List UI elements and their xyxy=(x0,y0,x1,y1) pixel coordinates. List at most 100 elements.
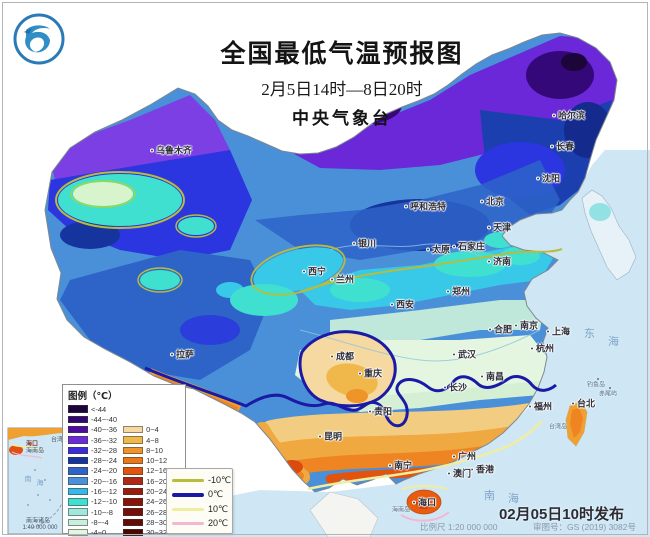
legend-swatch xyxy=(123,436,144,444)
legend-swatch xyxy=(123,456,144,465)
legend-swatch xyxy=(123,446,144,455)
legend-swatch xyxy=(123,508,144,516)
isoline-layer xyxy=(55,171,563,522)
isoline-legend-row: 10℃ xyxy=(172,502,229,517)
legend-range-label: 4~8 xyxy=(146,435,159,445)
isoline-legend-row: -10℃ xyxy=(172,473,231,488)
approval-number: 审图号：GS (2019) 3082号 xyxy=(533,522,636,532)
legend-row: 28~30 xyxy=(123,517,167,527)
legend-range-label: -36~-32 xyxy=(91,435,118,445)
legend-row: 26~28 xyxy=(123,507,167,517)
legend-column-cold: <-44 -44~-40 -40~-36 -36~-32 -32~-28 -28~-24-… xyxy=(68,404,117,537)
legend-swatch xyxy=(68,436,88,444)
legend-row: -40~-36 xyxy=(68,425,117,435)
legend-range-label: 8~10 xyxy=(146,445,163,455)
isoline-legend-rows: -10℃ 0℃ 10℃ 20℃ xyxy=(172,473,231,532)
legend-swatch xyxy=(123,477,144,485)
isoline-10 xyxy=(307,420,543,491)
legend-range-label: -32~-28 xyxy=(91,445,118,455)
chiwei-islet-dot xyxy=(609,387,611,389)
isoline-20 xyxy=(400,511,450,522)
legend-row: -10~-8 xyxy=(68,507,117,517)
legend-range-label: -40~-36 xyxy=(91,425,118,435)
legend-row: -8~-4 xyxy=(68,517,117,527)
legend-range-label: 24~26 xyxy=(146,497,168,507)
agency-name: 中央气象台 xyxy=(292,109,392,128)
legend-range-label: -24~-20 xyxy=(91,466,118,476)
legend-swatch xyxy=(68,498,88,506)
legend-swatch xyxy=(68,405,88,413)
legend-swatch xyxy=(123,528,144,537)
legend-row: 20~24 xyxy=(123,486,167,496)
legend-row: 24~26 xyxy=(123,497,167,507)
legend-row: -12~-10 xyxy=(68,497,117,507)
page-title: 全国最低气温预报图 xyxy=(220,41,464,68)
isoline-sample xyxy=(172,478,204,482)
isoline-label: 10℃ xyxy=(208,503,229,514)
legend-swatch xyxy=(68,487,88,496)
legend-range-label: 12~16 xyxy=(146,466,168,476)
legend-row: -4~0 xyxy=(68,528,117,537)
legend-header: 图例（℃） xyxy=(68,391,118,402)
legend-range-label: -44~-40 xyxy=(91,414,118,424)
isoline-0-sichuan-loop xyxy=(298,330,397,408)
cma-dragon-logo-icon xyxy=(13,13,65,65)
legend-range-label: -10~-8 xyxy=(91,507,113,517)
legend-column-warm: 0~4 4~8 8~10 10~12 12~16 16~20 20~24 24~26 26~28… xyxy=(123,425,167,537)
legend-swatch xyxy=(68,508,88,516)
isoline-sample xyxy=(172,507,204,511)
legend-range-label: 26~28 xyxy=(146,507,168,517)
legend-range-label: -16~-12 xyxy=(91,487,118,497)
isoline-label: 0℃ xyxy=(208,489,224,500)
legend-row: -24~-20 xyxy=(68,466,117,476)
legend-row: -20~-16 xyxy=(68,476,117,486)
legend-swatch xyxy=(68,477,88,485)
legend-range-label: 30~32 xyxy=(146,528,168,537)
legend-range-label: 0~4 xyxy=(146,425,159,435)
legend-swatch xyxy=(68,425,88,434)
legend-range-label: -20~-16 xyxy=(91,476,118,486)
legend-swatch xyxy=(68,467,88,475)
legend-range-label: 20~24 xyxy=(146,487,168,497)
legend-range-label: -28~-24 xyxy=(91,456,118,466)
isoline-legend-row: 20℃ xyxy=(172,517,229,532)
map-scale: 比例尺 1:20 000 000 xyxy=(420,522,498,532)
isoline-label: 20℃ xyxy=(208,518,229,529)
legend-swatch xyxy=(123,498,144,506)
legend-swatch xyxy=(68,456,88,465)
legend-swatch xyxy=(123,487,144,496)
isoline-sample xyxy=(172,492,204,497)
legend-swatch xyxy=(123,467,144,475)
isoline-label: -10℃ xyxy=(208,474,232,485)
legend-swatch xyxy=(123,518,144,527)
legend-row: -44~-40 xyxy=(68,414,117,424)
legend-range-label: <-44 xyxy=(91,404,107,414)
legend-range-label: 10~12 xyxy=(146,456,168,466)
legend-swatch xyxy=(68,415,88,424)
isoline-0-main xyxy=(144,366,557,428)
taiwan-island xyxy=(565,401,588,447)
legend-range-label: 28~30 xyxy=(146,517,168,527)
legend-range-label: -4~0 xyxy=(91,528,107,537)
legend-row: 4~8 xyxy=(123,435,167,445)
diaoyu-islet-dot xyxy=(597,378,599,380)
legend-row: -32~-28 xyxy=(68,445,117,455)
legend-row: 30~32 xyxy=(123,528,167,537)
isoline-legend-row: 0℃ xyxy=(172,488,227,503)
legend-row: 0~4 xyxy=(123,425,167,435)
temperature-legend: 图例（℃） <-44 -44~-40 -40~-36 -36~-32 -32~-28 -2… xyxy=(62,384,186,537)
sea xyxy=(70,150,650,537)
legend-row: 16~20 xyxy=(123,476,167,486)
legend-range-label: -8~-4 xyxy=(91,517,109,527)
forecast-period: 2月5日14时—8日20时 xyxy=(261,80,423,99)
legend-swatch xyxy=(123,425,144,434)
legend-swatch xyxy=(68,446,88,455)
china-border xyxy=(44,32,618,493)
legend-row: <-44 xyxy=(68,404,117,414)
isoline-minus10 xyxy=(299,248,563,293)
legend-swatch xyxy=(68,528,88,537)
legend-row: 10~12 xyxy=(123,455,167,465)
map-title-block: 全国最低气温预报图 2月5日14时—8日20时 中央气象台 xyxy=(132,34,552,129)
